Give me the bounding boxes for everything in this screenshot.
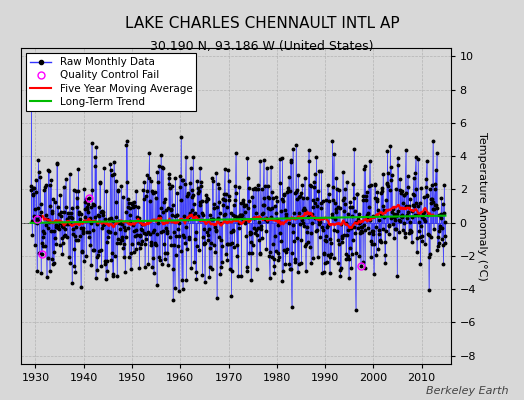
Text: LAKE CHARLES CHENNAULT INTL AP: LAKE CHARLES CHENNAULT INTL AP — [125, 16, 399, 31]
Y-axis label: Temperature Anomaly (°C): Temperature Anomaly (°C) — [477, 132, 487, 280]
Text: 30.190 N, 93.186 W (United States): 30.190 N, 93.186 W (United States) — [150, 40, 374, 53]
Text: Berkeley Earth: Berkeley Earth — [426, 386, 508, 396]
Legend: Raw Monthly Data, Quality Control Fail, Five Year Moving Average, Long-Term Tren: Raw Monthly Data, Quality Control Fail, … — [26, 53, 196, 111]
